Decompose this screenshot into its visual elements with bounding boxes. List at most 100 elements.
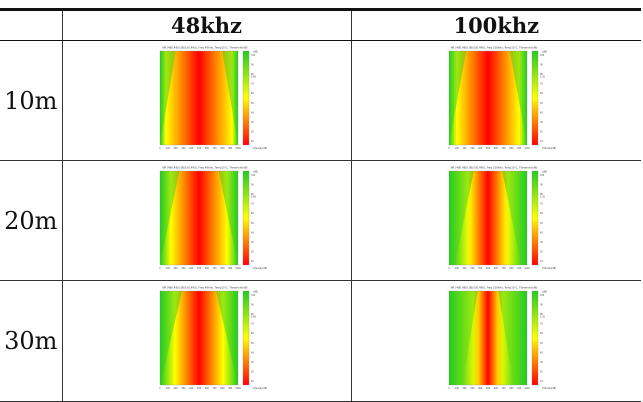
colorbar-tick-label: 80 (540, 193, 543, 196)
colorbar-caption: Intensity(dB) (253, 267, 267, 270)
x-axis-tick-label: 400 (478, 387, 483, 390)
x-axis-tick-label: 300 (181, 387, 186, 390)
x-axis-tick-label: 500 (486, 387, 491, 390)
x-axis-tick-label: 600 (494, 267, 499, 270)
colorbar-tick-label: 20 (251, 130, 254, 133)
colorbar (532, 50, 539, 145)
x-axis-tick-label: 400 (189, 387, 194, 390)
x-axis-tick-label: 900 (228, 267, 233, 270)
x-axis-tick-label: 700 (502, 267, 507, 270)
colorbar-tick-label: 80 (251, 73, 254, 76)
colorbar-tick-label: 30 (540, 361, 543, 364)
colorbar-tick-label: 70 (251, 323, 254, 326)
heatmap-shading (449, 170, 528, 265)
x-axis-tick-label: 100 (455, 267, 460, 270)
column-header-48khz: 48khz (61, 8, 352, 41)
colorbar-tick-label: 80 (251, 313, 254, 316)
heatmap-image: NR (480,480) SB(530,490), Freq 48kHz, Te… (159, 286, 267, 390)
colorbar-unit: (dB) (253, 291, 258, 294)
colorbar-tick-label: 30 (251, 240, 254, 243)
heatmap-frame (449, 170, 528, 265)
x-axis-tick-label: 400 (189, 147, 194, 150)
table-row: 10m NR (480,480) SB(530,490), Freq 48kHz… (0, 40, 641, 161)
heatmap-frame (449, 290, 528, 386)
colorbar-tick-label: 10 (540, 260, 543, 263)
x-axis-tick-label: 200 (173, 147, 178, 150)
heatmap-frame (159, 50, 238, 145)
colorbar-tick-label: 10 (540, 380, 543, 383)
x-axis-tick-label: 700 (212, 147, 217, 150)
colorbar-tick-label: 70 (251, 202, 254, 205)
colorbar-tick-label: 90 (540, 304, 543, 307)
colorbar-tick-label: 70 (540, 202, 543, 205)
colorbar-unit: (dB) (542, 50, 547, 53)
colorbar-top-value: 0.66 (251, 195, 256, 198)
colorbar-tick-label: 90 (540, 183, 543, 186)
colorbar-tick-label: 30 (540, 240, 543, 243)
colorbar-tick-label: 90 (540, 63, 543, 66)
x-axis-tick-label: 900 (517, 147, 522, 150)
heatmap-shading (159, 170, 238, 265)
colorbar-tick-label: 40 (251, 351, 254, 354)
x-axis-tick-label: 700 (212, 387, 217, 390)
heatmap-frame (159, 170, 238, 265)
colorbar-tick-label: 90 (251, 304, 254, 307)
colorbar-tick-label: 60 (251, 92, 254, 95)
heatmap-cell: NR (480,480) SB(530,490), Freq 48kHz, Te… (61, 160, 352, 281)
colorbar-top-value: 1.00 (540, 195, 545, 198)
x-axis-tick-label: 0 (449, 147, 451, 150)
x-axis-tick-label: 300 (471, 147, 476, 150)
colorbar-tick-label: 80 (540, 313, 543, 316)
colorbar-tick-label: 20 (540, 250, 543, 253)
colorbar-tick-label: 90 (251, 183, 254, 186)
colorbar-tick-label: 10 (251, 380, 254, 383)
x-axis-tick-label: 1000 (524, 387, 530, 390)
colorbar-tick-label: 20 (251, 250, 254, 253)
colorbar-top-value: 1.00 (540, 75, 545, 78)
heatmap-caption: NR (480,480) SB(530,490), Freq 100kHz, T… (451, 45, 538, 49)
x-axis-tick-label: 400 (478, 147, 483, 150)
colorbar-tick-label: 40 (540, 111, 543, 114)
colorbar-tick-label: 100 (540, 54, 545, 57)
heatmap-caption: NR (480,480) SB(530,490), Freq 100kHz, T… (451, 286, 538, 290)
heatmap-image: NR (480,480) SB(530,490), Freq 48kHz, Te… (159, 165, 267, 270)
colorbar-tick-label: 10 (251, 260, 254, 263)
x-axis-tick-label: 900 (228, 387, 233, 390)
colorbar-tick-label: 70 (251, 82, 254, 85)
x-axis-tick-label: 100 (455, 147, 460, 150)
x-axis-tick-label: 1000 (524, 147, 530, 150)
colorbar-tick-label: 40 (251, 231, 254, 234)
x-axis-tick-label: 600 (494, 387, 499, 390)
x-axis-tick-label: 100 (165, 147, 170, 150)
colorbar-tick-label: 70 (540, 82, 543, 85)
colorbar-tick-label: 80 (540, 73, 543, 76)
x-axis-tick-label: 1000 (235, 267, 241, 270)
colorbar-tick-label: 60 (540, 332, 543, 335)
column-header-100khz: 100khz (350, 8, 641, 41)
heatmap-image: NR (480,480) SB(530,490), Freq 48kHz, Te… (159, 45, 267, 150)
colorbar-caption: Intensity(dB) (542, 387, 556, 390)
x-axis-tick-label: 500 (196, 147, 201, 150)
colorbar-unit: (dB) (253, 50, 258, 53)
x-axis-tick-label: 800 (510, 267, 515, 270)
row-label-30m: 30m (0, 280, 63, 402)
x-axis-tick-label: 100 (165, 267, 170, 270)
colorbar-tick-label: 60 (540, 212, 543, 215)
x-axis-tick-label: 0 (159, 147, 161, 150)
x-axis-tick-label: 200 (173, 387, 178, 390)
x-axis-tick-label: 600 (204, 267, 209, 270)
colorbar-tick-label: 20 (540, 370, 543, 373)
colorbar-tick-label: 50 (251, 221, 254, 224)
colorbar-top-value: 0.66 (251, 315, 256, 318)
colorbar-tick-label: 40 (540, 351, 543, 354)
heatmap-frame (159, 290, 238, 386)
x-axis-tick-label: 600 (494, 147, 499, 150)
x-axis-tick-label: 1000 (524, 267, 530, 270)
table-row: 20m NR (480,480) SB(530,490), Freq 48kHz… (0, 160, 641, 281)
row-label-20m: 20m (0, 160, 63, 281)
x-axis-tick-label: 200 (463, 147, 468, 150)
heatmap-caption: NR (480,480) SB(530,490), Freq 100kHz, T… (451, 165, 538, 169)
colorbar-tick-label: 40 (251, 111, 254, 114)
x-axis-tick-label: 0 (449, 267, 451, 270)
x-axis-tick-label: 200 (173, 267, 178, 270)
